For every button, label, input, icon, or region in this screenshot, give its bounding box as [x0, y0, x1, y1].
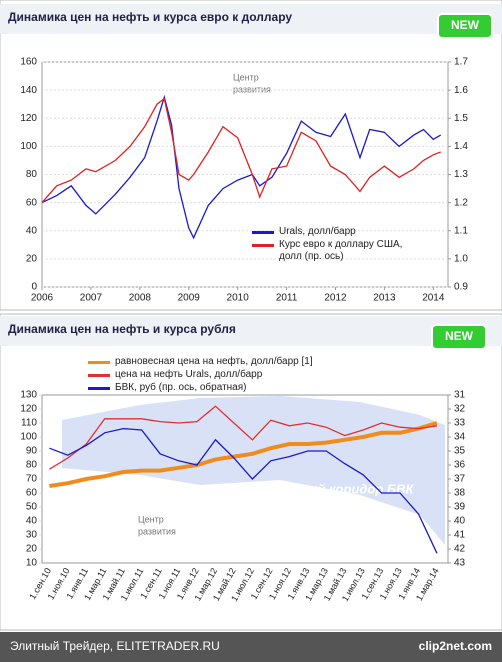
legend-item: БВК, руб (пр. ось, обратная) [88, 382, 388, 394]
y-tick-label: 110 [21, 418, 37, 429]
y2-tick-label: 1.6 [454, 85, 468, 96]
chart-title: Динамика цен на нефть и курса рубля [8, 322, 236, 336]
x-tick-label: 2013 [373, 293, 396, 304]
legend-label: Курс евро к доллару США, долл (пр. ось) [279, 239, 403, 262]
legend: равновесная цена на нефть, долл/барр [1]… [88, 356, 388, 395]
watermark: Центр [233, 72, 259, 82]
legend-swatch [252, 231, 274, 234]
corridor-band [62, 396, 445, 545]
y-tick-label: 130 [20, 390, 37, 401]
y-tick-label: 70 [26, 474, 38, 485]
badge-text: NEW [451, 18, 480, 32]
annotation: Плавающий коридор БВК [247, 481, 415, 496]
y2-tick-label: 33 [454, 418, 466, 429]
y2-tick-label: 41 [454, 530, 466, 541]
legend-item: Urals, долл/барр [252, 226, 412, 238]
legend: Urals, долл/барр Курс евро к доллару США,… [252, 226, 412, 264]
badge [437, 13, 493, 39]
y-tick-label: 40 [26, 225, 38, 236]
y2-tick-label: 32 [454, 404, 466, 415]
legend-swatch [252, 244, 274, 247]
footer-text: clip2net.com [419, 639, 492, 653]
y-tick-label: 20 [26, 254, 38, 265]
y2-tick-label: 39 [454, 502, 466, 513]
legend-label: равновесная цена на нефть, долл/барр [1] [115, 356, 313, 367]
y2-tick-label: 43 [454, 558, 466, 569]
legend-swatch [88, 374, 110, 377]
y2-tick-label: 36 [454, 460, 466, 471]
y2-tick-label: 31 [454, 390, 466, 401]
y-tick-label: 50 [26, 502, 38, 513]
y-tick-label: 40 [26, 516, 38, 527]
y-tick-label: 60 [26, 488, 38, 499]
x-tick-label: 2007 [80, 293, 103, 304]
legend-label: БВК, руб (пр. ось, обратная) [115, 382, 247, 393]
y-tick-label: 80 [26, 460, 38, 471]
y-tick-label: 20 [26, 544, 38, 555]
y2-tick-label: 1.2 [454, 197, 468, 208]
y-tick-label: 0 [31, 282, 37, 293]
legend-item: цена на нефть Urals, долл/барр [88, 369, 388, 381]
legend-swatch [88, 361, 110, 364]
watermark: Центр [138, 514, 164, 524]
y-tick-label: 120 [20, 404, 37, 415]
badge-text: NEW [445, 329, 474, 343]
y-tick-label: 140 [20, 85, 37, 96]
badge [431, 324, 487, 350]
y2-tick-label: 38 [454, 488, 466, 499]
footer-text: Элитный Трейдер, ELITETRADER.RU [10, 639, 220, 653]
y2-tick-label: 1.0 [454, 254, 468, 265]
y2-tick-label: 1.3 [454, 169, 468, 180]
y-tick-label: 160 [20, 57, 37, 68]
y2-tick-label: 1.4 [454, 141, 468, 152]
y2-tick-label: 1.5 [454, 113, 468, 124]
series-line [49, 405, 437, 470]
y-tick-label: 30 [26, 530, 38, 541]
y2-tick-label: 40 [454, 516, 466, 527]
x-tick-label: 2006 [31, 293, 54, 304]
footer-bar [0, 632, 502, 662]
chart-title: Динамика цен на нефть и курса евро к дол… [8, 10, 292, 24]
y-tick-label: 90 [26, 446, 38, 457]
y-tick-label: 60 [26, 197, 38, 208]
y-tick-label: 120 [20, 113, 37, 124]
x-tick-label: 2012 [324, 293, 347, 304]
legend-swatch [88, 387, 110, 390]
series-line [41, 97, 441, 204]
series-line [49, 421, 438, 488]
series-line [49, 427, 438, 554]
y2-tick-label: 35 [454, 446, 466, 457]
watermark: развития [233, 84, 271, 94]
legend-item: равновесная цена на нефть, долл/барр [1] [88, 356, 388, 368]
y-tick-label: 80 [26, 169, 38, 180]
legend-item: Курс евро к доллару США, долл (пр. ось) [252, 239, 412, 263]
watermark: развития [138, 526, 176, 536]
y2-tick-label: 34 [454, 432, 466, 443]
legend-label: цена на нефть Urals, долл/барр [115, 369, 263, 380]
y2-tick-label: 0.9 [454, 282, 468, 293]
y2-tick-label: 1.1 [454, 225, 468, 236]
series-line [41, 94, 442, 240]
x-tick-label: 2009 [178, 293, 201, 304]
x-tick-label: 2011 [276, 293, 298, 304]
legend-label: Urals, долл/барр [279, 226, 356, 237]
y2-tick-label: 37 [454, 474, 466, 485]
panel-header [0, 316, 502, 346]
y-tick-label: 10 [26, 558, 38, 569]
panel [0, 0, 502, 311]
x-tick-label: 2014 [422, 293, 445, 304]
y-tick-label: 100 [20, 432, 37, 443]
y2-tick-label: 1.7 [454, 57, 468, 68]
panel-header [0, 4, 502, 34]
x-tick-label: 2010 [227, 293, 250, 304]
x-tick-label: 2008 [129, 293, 152, 304]
y-tick-label: 100 [20, 141, 37, 152]
y2-tick-label: 42 [454, 544, 466, 555]
